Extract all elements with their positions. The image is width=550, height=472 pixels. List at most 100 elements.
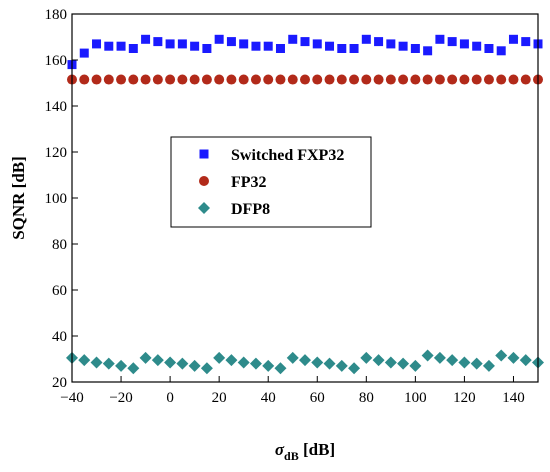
x-axis-title-subscript: dB (284, 449, 299, 463)
switched-fxp32-point (153, 37, 163, 47)
dfp8-point (249, 357, 262, 370)
dfp8-point (78, 354, 91, 367)
switched-fxp32-point (141, 34, 151, 44)
dfp8-point (348, 362, 361, 375)
y-tick-label: 40 (52, 329, 67, 345)
x-axis-title-symbol: σ (275, 440, 285, 459)
dfp8-point (237, 356, 250, 369)
dfp8-point (213, 351, 226, 364)
switched-fxp32-point (447, 37, 457, 47)
switched-fxp32-point (202, 44, 212, 53)
fp32-point (238, 74, 249, 85)
fp32-point (226, 74, 237, 85)
x-axis-title-unit: [dB] (299, 440, 335, 459)
fp32-point (398, 74, 409, 85)
dfp8-point (164, 356, 177, 369)
dfp8-point (323, 357, 336, 370)
fp32-point (361, 74, 372, 85)
dfp8-point (458, 356, 471, 369)
dfp8-point (470, 357, 483, 370)
switched-fxp32-point (275, 44, 285, 53)
legend-label-dfp8: DFP8 (231, 201, 270, 218)
y-tick-label: 20 (52, 375, 67, 391)
dfp8-point (200, 362, 213, 375)
fp32-point (434, 74, 445, 85)
fp32-point (324, 74, 335, 85)
switched-fxp32-point (128, 44, 138, 53)
y-tick-label: 140 (45, 99, 68, 115)
fp32-point (300, 74, 310, 85)
switched-fxp32-point (374, 37, 384, 47)
dfp8-point (360, 351, 373, 364)
dfp8-point (139, 351, 152, 364)
fp32-point (287, 74, 298, 85)
switched-fxp32-point (177, 39, 187, 49)
y-tick-label: 120 (45, 145, 68, 161)
switched-fxp32-point (325, 41, 335, 51)
dfp8-point (519, 354, 532, 367)
legend-label-fp32: FP32 (231, 174, 267, 191)
fp32-point (189, 74, 200, 85)
y-tick-label: 80 (52, 237, 67, 253)
dfp8-point (274, 362, 287, 375)
dfp8-point (115, 359, 128, 372)
x-tick-label: −20 (109, 390, 132, 406)
switched-fxp32-point (398, 41, 408, 51)
dfp8-point (384, 356, 397, 369)
dfp8-point (433, 351, 446, 364)
dfp8-point (335, 359, 348, 372)
fp32-point (349, 74, 360, 85)
switched-fxp32-point (214, 34, 224, 44)
switched-fxp32-point (386, 39, 396, 49)
legend-marker-switched-fxp32 (199, 149, 209, 159)
switched-fxp32-point (92, 39, 102, 49)
switched-fxp32-point (496, 46, 506, 56)
fp32-point (91, 74, 102, 85)
legend: Switched FXP32 FP32 DFP8 (170, 136, 372, 228)
fp32-point (250, 74, 261, 85)
dfp8-point (151, 354, 164, 367)
legend-marker-fp32 (199, 176, 209, 186)
fp32-point (79, 74, 90, 85)
dfp8-point (507, 351, 520, 364)
x-tick-label: 60 (310, 390, 325, 406)
switched-fxp32-point (263, 41, 273, 51)
y-axis-title: SQNR [dB] (9, 156, 28, 240)
switched-fxp32-point (508, 34, 518, 44)
x-tick-label: −40 (60, 390, 83, 406)
switched-fxp32-point (521, 37, 531, 47)
switched-fxp32-point (226, 37, 236, 47)
dfp8-point (262, 359, 275, 372)
fp32-point (373, 74, 384, 85)
dfp8-point (188, 359, 201, 372)
switched-fxp32-point (312, 39, 322, 49)
switched-fxp32-point (104, 41, 114, 51)
fp32-point (214, 74, 225, 85)
dfp8-point (127, 362, 140, 375)
fp32-point (459, 74, 470, 85)
switched-fxp32-point (79, 48, 89, 58)
switched-fxp32-point (349, 44, 359, 53)
fp32-point (496, 74, 507, 85)
dfp8-point (421, 349, 434, 362)
y-tick-label: 160 (45, 53, 68, 69)
fp32-point (520, 74, 531, 85)
fp32-point (275, 74, 286, 85)
axis-ticks: −40 −20 0 20 40 60 80 100 120 140 20 40 60 80 100 120 14… (45, 7, 525, 406)
fp32-point (165, 74, 176, 85)
x-tick-label: 120 (453, 390, 476, 406)
dfp8-point (495, 349, 508, 362)
fp32-point (201, 74, 212, 85)
switched-fxp32-point (251, 41, 261, 51)
fp32-point (177, 74, 188, 85)
y-tick-label: 100 (45, 191, 68, 207)
legend-marker-dfp8 (198, 202, 210, 214)
fp32-point (483, 74, 494, 85)
y-tick-label: 60 (52, 283, 67, 299)
dfp8-point (446, 354, 459, 367)
fp32-point (103, 74, 114, 85)
switched-fxp32-point (435, 34, 445, 44)
fp32-point (508, 74, 519, 85)
switched-fxp32-point (410, 44, 420, 53)
